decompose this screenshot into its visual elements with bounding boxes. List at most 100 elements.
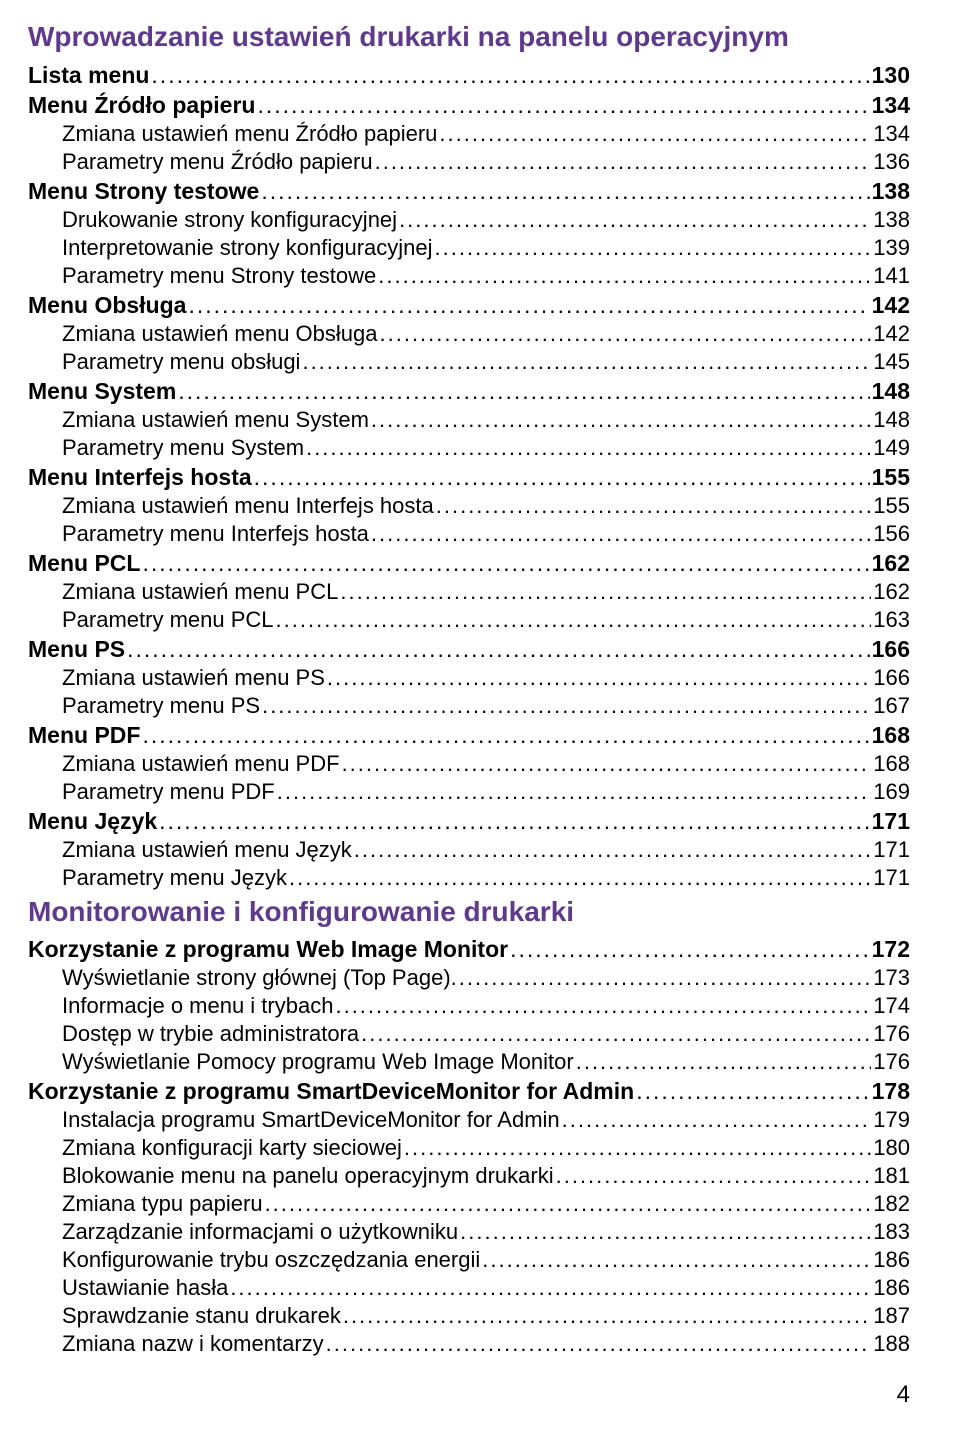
toc-leader-dots: ........................................… [562,1107,872,1133]
toc-entry-label: Menu PDF [28,722,140,749]
toc-entry-page: 162 [873,579,910,605]
toc-leader-dots: ........................................… [510,936,870,963]
toc-entry[interactable]: Menu Obsługa............................… [28,292,910,319]
toc-entry-label: Zmiana ustawień menu Źródło papieru [62,121,437,147]
toc-leader-dots: ........................................… [188,292,869,319]
toc-entry-label: Menu System [28,378,176,405]
toc-entry[interactable]: Parametry menu System...................… [28,435,910,461]
toc-entry-page: 180 [873,1135,910,1161]
section-title: Wprowadzanie ustawień drukarki na panelu… [28,20,910,54]
toc-entry[interactable]: Zmiana ustawień menu PS.................… [28,665,910,691]
toc-entry[interactable]: Menu PS.................................… [28,636,910,663]
toc-entry-label: Sprawdzanie stanu drukarek [62,1303,341,1329]
toc-entry-label: Konfigurowanie trybu oszczędzania energi… [62,1247,480,1273]
toc-entry[interactable]: Parametry menu Interfejs hosta..........… [28,521,910,547]
toc-entry[interactable]: Sprawdzanie stanu drukarek..............… [28,1303,910,1329]
toc-entry[interactable]: Konfigurowanie trybu oszczędzania energi… [28,1247,910,1273]
toc-entry[interactable]: Wyświetlanie Pomocy programu Web Image M… [28,1049,910,1075]
toc-entry-page: 139 [873,235,910,261]
toc-leader-dots: ........................................… [261,178,869,205]
toc-entry-page: 141 [873,263,910,289]
toc-entry[interactable]: Menu Język..............................… [28,808,910,835]
toc-entry[interactable]: Zmiana ustawień menu Język..............… [28,837,910,863]
toc-entry-label: Informacje o menu i trybach [62,993,333,1019]
toc-entry[interactable]: Parametry menu Źródło papieru...........… [28,149,910,175]
toc-entry[interactable]: Parametry menu PS.......................… [28,693,910,719]
toc-leader-dots: ........................................… [361,1021,871,1047]
toc-entry[interactable]: Menu Źródło papieru.....................… [28,92,910,119]
toc-leader-dots: ........................................… [335,993,871,1019]
toc-entry-page: 166 [873,665,910,691]
toc-entry-label: Parametry menu PS [62,693,260,719]
toc-entry-page: 168 [873,751,910,777]
toc-entry-label: Zmiana konfiguracji karty sieciowej [62,1135,402,1161]
toc-leader-dots: ........................................… [289,865,871,891]
toc-entry[interactable]: Menu System.............................… [28,378,910,405]
toc-entry[interactable]: Ustawianie hasła........................… [28,1275,910,1301]
toc-entry-label: Menu PCL [28,550,140,577]
toc-entry-page: 182 [873,1191,910,1217]
toc-entry[interactable]: Parametry menu Strony testowe...........… [28,263,910,289]
toc-entry-page: 171 [872,808,910,835]
toc-entry[interactable]: Parametry menu obsługi..................… [28,349,910,375]
toc-entry-label: Menu PS [28,636,125,663]
toc-entry[interactable]: Lista menu..............................… [28,62,910,89]
toc-entry-label: Lista menu [28,62,149,89]
toc-entry[interactable]: Parametry menu Język....................… [28,865,910,891]
toc-entry[interactable]: Zmiana nazw i komentarzy................… [28,1331,910,1357]
toc-entry[interactable]: Zmiana ustawień menu PDF................… [28,751,910,777]
toc-entry-label: Instalacja programu SmartDeviceMonitor f… [62,1107,560,1133]
toc-entry[interactable]: Drukowanie strony konfiguracyjnej.......… [28,207,910,233]
toc-entry-page: 130 [872,62,910,89]
toc-entry[interactable]: Zmiana ustawień menu Obsługa............… [28,321,910,347]
toc-entry-page: 142 [872,292,910,319]
toc-entry-page: 142 [873,321,910,347]
toc-entry-page: 138 [872,178,910,205]
toc-entry-page: 169 [873,779,910,805]
toc-entry[interactable]: Korzystanie z programu SmartDeviceMonito… [28,1078,910,1105]
toc-leader-dots: ........................................… [340,579,871,605]
toc-leader-dots: ........................................… [380,321,872,347]
toc-entry-page: 138 [873,207,910,233]
toc-entry[interactable]: Menu Strony testowe.....................… [28,178,910,205]
toc-leader-dots: ........................................… [142,550,869,577]
toc-entry[interactable]: Parametry menu PDF......................… [28,779,910,805]
toc-entry[interactable]: Parametry menu PCL......................… [28,607,910,633]
toc-entry[interactable]: Zmiana konfiguracji karty sieciowej.....… [28,1135,910,1161]
toc-entry[interactable]: Interpretowanie strony konfiguracyjnej..… [28,235,910,261]
toc-entry[interactable]: Informacje o menu i trybach.............… [28,993,910,1019]
toc-leader-dots: ........................................… [262,693,871,719]
toc-entry[interactable]: Zmiana ustawień menu Interfejs hosta....… [28,493,910,519]
toc-entry-page: 168 [872,722,910,749]
toc-entry-label: Zmiana ustawień menu Interfejs hosta [62,493,434,519]
toc-entry[interactable]: Instalacja programu SmartDeviceMonitor f… [28,1107,910,1133]
toc-entry-page: 166 [872,636,910,663]
toc-entry[interactable]: Korzystanie z programu Web Image Monitor… [28,936,910,963]
toc-entry[interactable]: Dostęp w trybie administratora..........… [28,1021,910,1047]
section-title: Monitorowanie i konfigurowanie drukarki [28,895,910,929]
toc-entry-page: 155 [872,464,910,491]
toc-entry-label: Wyświetlanie Pomocy programu Web Image M… [62,1049,574,1075]
toc-entry[interactable]: Menu Interfejs hosta....................… [28,464,910,491]
toc-entry-label: Parametry menu PDF [62,779,275,805]
toc-entry[interactable]: Zmiana typu papieru.....................… [28,1191,910,1217]
toc-entry[interactable]: Zmiana ustawień menu Źródło papieru.....… [28,121,910,147]
toc-entry-page: 145 [873,349,910,375]
toc-leader-dots: ........................................… [399,207,871,233]
toc-entry-label: Menu Źródło papieru [28,92,255,119]
toc-entry-label: Parametry menu Strony testowe [62,263,376,289]
toc-entry-label: Zmiana ustawień menu System [62,407,369,433]
toc-entry-page: 178 [872,1078,910,1105]
toc-entry[interactable]: Blokowanie menu na panelu operacyjnym dr… [28,1163,910,1189]
toc-entry[interactable]: Menu PDF................................… [28,722,910,749]
toc-entry-page: 176 [873,1021,910,1047]
toc-entry-page: 186 [873,1275,910,1301]
toc-entry[interactable]: Menu PCL................................… [28,550,910,577]
toc-entry[interactable]: Zmiana ustawień menu System.............… [28,407,910,433]
toc-entry[interactable]: Zmiana ustawień menu PCL................… [28,579,910,605]
toc-entry-page: 167 [873,693,910,719]
toc-entry[interactable]: Wyświetlanie strony głównej (Top Page)..… [28,965,910,991]
toc-entry-page: 136 [873,149,910,175]
toc-leader-dots: ........................................… [257,92,869,119]
toc-entry[interactable]: Zarządzanie informacjami o użytkowniku..… [28,1219,910,1245]
